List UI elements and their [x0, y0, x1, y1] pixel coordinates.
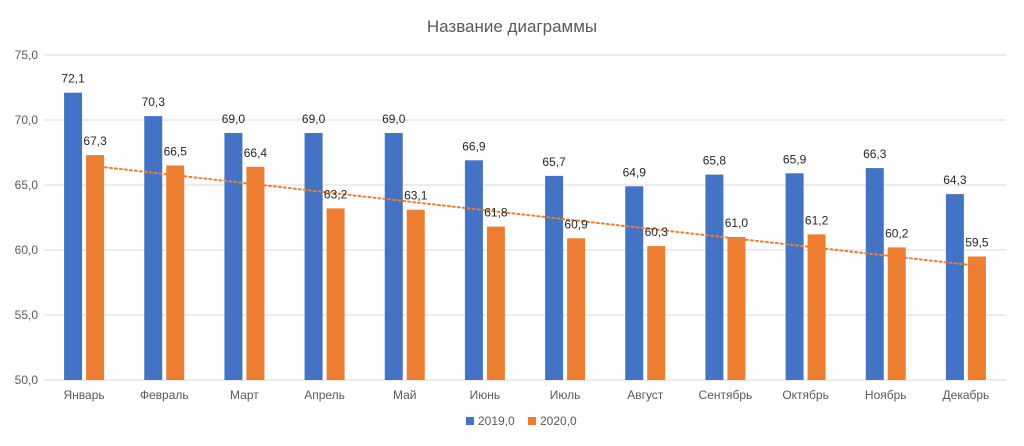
x-tick-label: Июль: [550, 388, 581, 402]
data-label: 69,0: [222, 112, 246, 126]
data-label: 65,8: [703, 154, 727, 168]
data-label: 66,3: [863, 147, 887, 161]
x-tick-label: Сентябрь: [699, 388, 753, 402]
bar-2019: [705, 174, 724, 380]
bar-2019: [64, 92, 83, 380]
data-label: 66,9: [462, 139, 486, 153]
x-tick-label: Февраль: [140, 388, 189, 402]
chart-title: Название диаграммы: [427, 17, 597, 36]
data-label: 67,3: [83, 134, 107, 148]
bar-2020: [166, 165, 185, 380]
bar-2020: [246, 166, 265, 380]
data-label: 64,9: [623, 165, 647, 179]
y-tick-label: 50,0: [15, 373, 39, 387]
bar-2019: [625, 186, 644, 380]
legend: 2019,0 2020,0: [466, 414, 577, 428]
bar-2020: [967, 256, 986, 380]
data-label: 69,0: [302, 112, 326, 126]
data-label: 72,1: [61, 72, 85, 86]
bar-2020: [807, 234, 826, 380]
x-tick-label: Октябрь: [782, 388, 829, 402]
x-tick-label: Январь: [64, 388, 105, 402]
data-label: 61,8: [484, 206, 508, 220]
x-tick-label: Ноябрь: [865, 388, 907, 402]
trendline: [94, 165, 978, 267]
x-tick-label: Август: [627, 388, 664, 402]
data-label: 63,1: [404, 189, 428, 203]
y-tick-label: 70,0: [15, 113, 39, 127]
y-tick-label: 65,0: [15, 178, 39, 192]
gridlines: [44, 54, 1006, 381]
bar-2020: [887, 247, 906, 380]
bar-2019: [144, 116, 163, 380]
x-axis: Январь Февраль Март Апрель Май Июнь Июль Август…: [64, 388, 990, 402]
x-tick-label: Май: [393, 388, 417, 402]
data-label: 64,3: [943, 173, 967, 187]
bar-2020: [647, 246, 666, 380]
bar-2020: [486, 226, 505, 380]
legend-swatch-2019: [466, 417, 474, 425]
data-label: 65,7: [542, 155, 566, 169]
data-label: 69,0: [382, 112, 406, 126]
bar-2020: [326, 208, 345, 380]
data-label: 66,5: [164, 145, 188, 159]
bar-2019: [384, 133, 403, 380]
bar-2019: [304, 133, 323, 380]
y-axis: 50,0 55,0 60,0 65,0 70,0 75,0: [15, 48, 39, 387]
bar-2019: [785, 173, 804, 380]
data-label: 70,3: [142, 95, 166, 109]
legend-label: 2020,0: [540, 414, 577, 428]
trendline-2020: [94, 165, 978, 267]
data-label: 61,0: [725, 216, 749, 230]
data-label: 60,9: [564, 217, 588, 231]
data-label: 60,3: [645, 225, 669, 239]
y-tick-label: 60,0: [15, 243, 39, 257]
bar-2019: [464, 160, 483, 380]
legend-label: 2019,0: [478, 414, 515, 428]
data-label: 66,4: [244, 146, 268, 160]
bar-2019: [224, 133, 243, 380]
y-tick-label: 75,0: [15, 48, 39, 62]
x-tick-label: Декабрь: [943, 388, 990, 402]
y-tick-label: 55,0: [15, 308, 39, 322]
bar-2020: [727, 237, 746, 380]
bar-2020: [86, 155, 105, 380]
data-label: 63,2: [324, 187, 348, 201]
bar-2020: [567, 238, 586, 380]
bar-2019: [945, 194, 964, 380]
bar-2020: [406, 209, 425, 380]
data-labels: 72,1 67,3 70,3 66,5 69,0 66,4 69,0 63,2 69,0 63,1…: [61, 72, 989, 250]
x-tick-label: Март: [230, 388, 259, 402]
data-label: 60,2: [885, 226, 909, 240]
bar-2019: [865, 168, 884, 380]
bar-2019: [545, 175, 564, 380]
data-label: 65,9: [783, 152, 807, 166]
x-tick-label: Апрель: [304, 388, 345, 402]
legend-swatch-2020: [528, 417, 536, 425]
x-tick-label: Июнь: [470, 388, 501, 402]
bars: [64, 92, 986, 380]
data-label: 61,2: [805, 213, 829, 227]
data-label: 59,5: [965, 236, 989, 250]
